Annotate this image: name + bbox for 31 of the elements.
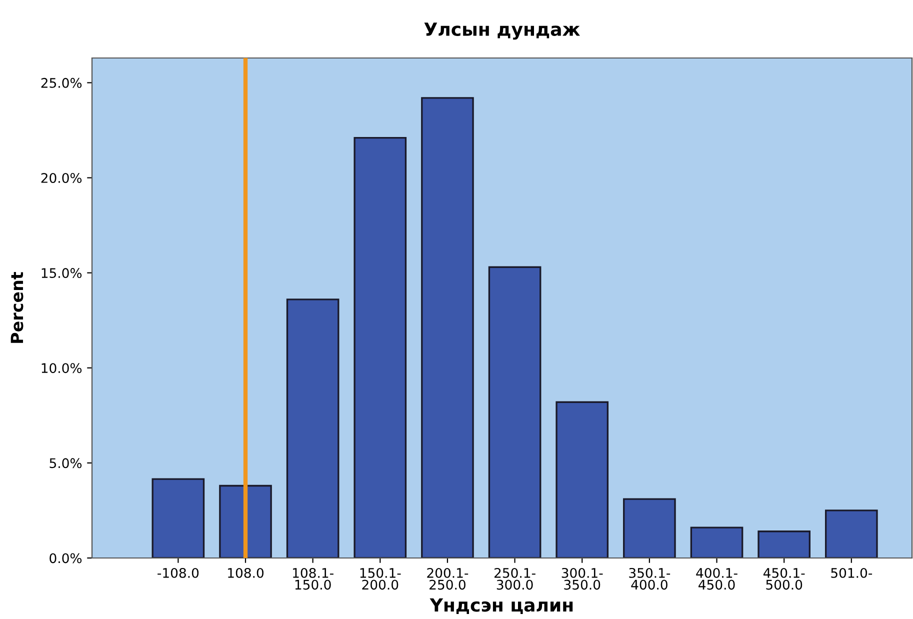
bar xyxy=(488,266,542,558)
bar xyxy=(556,401,609,558)
bar xyxy=(286,298,340,558)
bar xyxy=(690,526,744,558)
bar xyxy=(623,498,676,558)
x-tick-label: 450.1- 500.0 xyxy=(763,568,805,590)
bar xyxy=(219,484,272,558)
x-tick-label: 108.1- 150.0 xyxy=(293,568,334,590)
y-tick-label: 15.0% xyxy=(42,268,82,278)
bar xyxy=(152,478,205,558)
x-tick-label: 350.1- 400.0 xyxy=(629,568,670,590)
bar xyxy=(758,530,811,558)
x-tick-label: 400.1- 450.0 xyxy=(696,568,738,590)
bar xyxy=(824,510,878,558)
x-tick-label: 108.0 xyxy=(228,568,264,578)
y-axis-title: Percent xyxy=(10,272,24,343)
x-tick-label: 300.1- 350.0 xyxy=(562,568,603,590)
y-tick-label: 5.0% xyxy=(50,458,82,468)
chart-title: Улсын дундаж xyxy=(424,22,580,40)
x-axis-title: Үндсэн цалин xyxy=(430,598,573,614)
bar xyxy=(354,137,407,558)
x-tick-label: -108.0 xyxy=(158,568,199,578)
x-tick-label: 250.1- 300.0 xyxy=(494,568,536,590)
bar xyxy=(421,97,474,558)
y-tick-label: 10.0% xyxy=(42,363,82,374)
y-tick-label: 20.0% xyxy=(41,172,82,183)
x-tick-label: 200.1- 250.0 xyxy=(427,568,468,590)
y-tick-label: 0.0% xyxy=(50,553,82,564)
y-tick-label: 25.0% xyxy=(41,78,82,88)
x-tick-label: 501.0- xyxy=(831,568,872,578)
x-tick-label: 150.1- 200.0 xyxy=(360,568,401,590)
